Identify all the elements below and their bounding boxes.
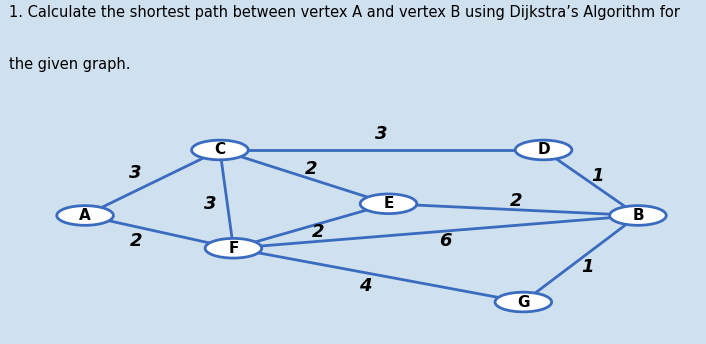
- Text: G: G: [517, 294, 530, 310]
- Circle shape: [360, 194, 417, 214]
- Text: the given graph.: the given graph.: [9, 57, 131, 72]
- Text: C: C: [215, 142, 225, 158]
- Text: 1: 1: [581, 258, 594, 276]
- Circle shape: [609, 206, 666, 225]
- Text: B: B: [632, 208, 644, 223]
- Circle shape: [495, 292, 551, 312]
- Circle shape: [515, 140, 572, 160]
- Circle shape: [205, 238, 262, 258]
- Text: 2: 2: [510, 192, 523, 211]
- Circle shape: [191, 140, 249, 160]
- Text: A: A: [79, 208, 91, 223]
- Text: 1. Calculate the shortest path between vertex A and vertex B using Dijkstra’s Al: 1. Calculate the shortest path between v…: [9, 5, 680, 20]
- Text: 2: 2: [129, 232, 142, 250]
- Text: E: E: [383, 196, 394, 211]
- Text: 1: 1: [591, 167, 604, 185]
- Circle shape: [56, 206, 114, 225]
- Text: 4: 4: [359, 277, 371, 295]
- Text: 2: 2: [305, 160, 317, 178]
- Text: 3: 3: [203, 195, 216, 213]
- Text: 2: 2: [311, 223, 324, 241]
- Text: F: F: [228, 241, 239, 256]
- Text: 3: 3: [376, 125, 388, 143]
- Text: 3: 3: [129, 164, 142, 182]
- Text: D: D: [537, 142, 550, 158]
- Text: 6: 6: [440, 232, 452, 250]
